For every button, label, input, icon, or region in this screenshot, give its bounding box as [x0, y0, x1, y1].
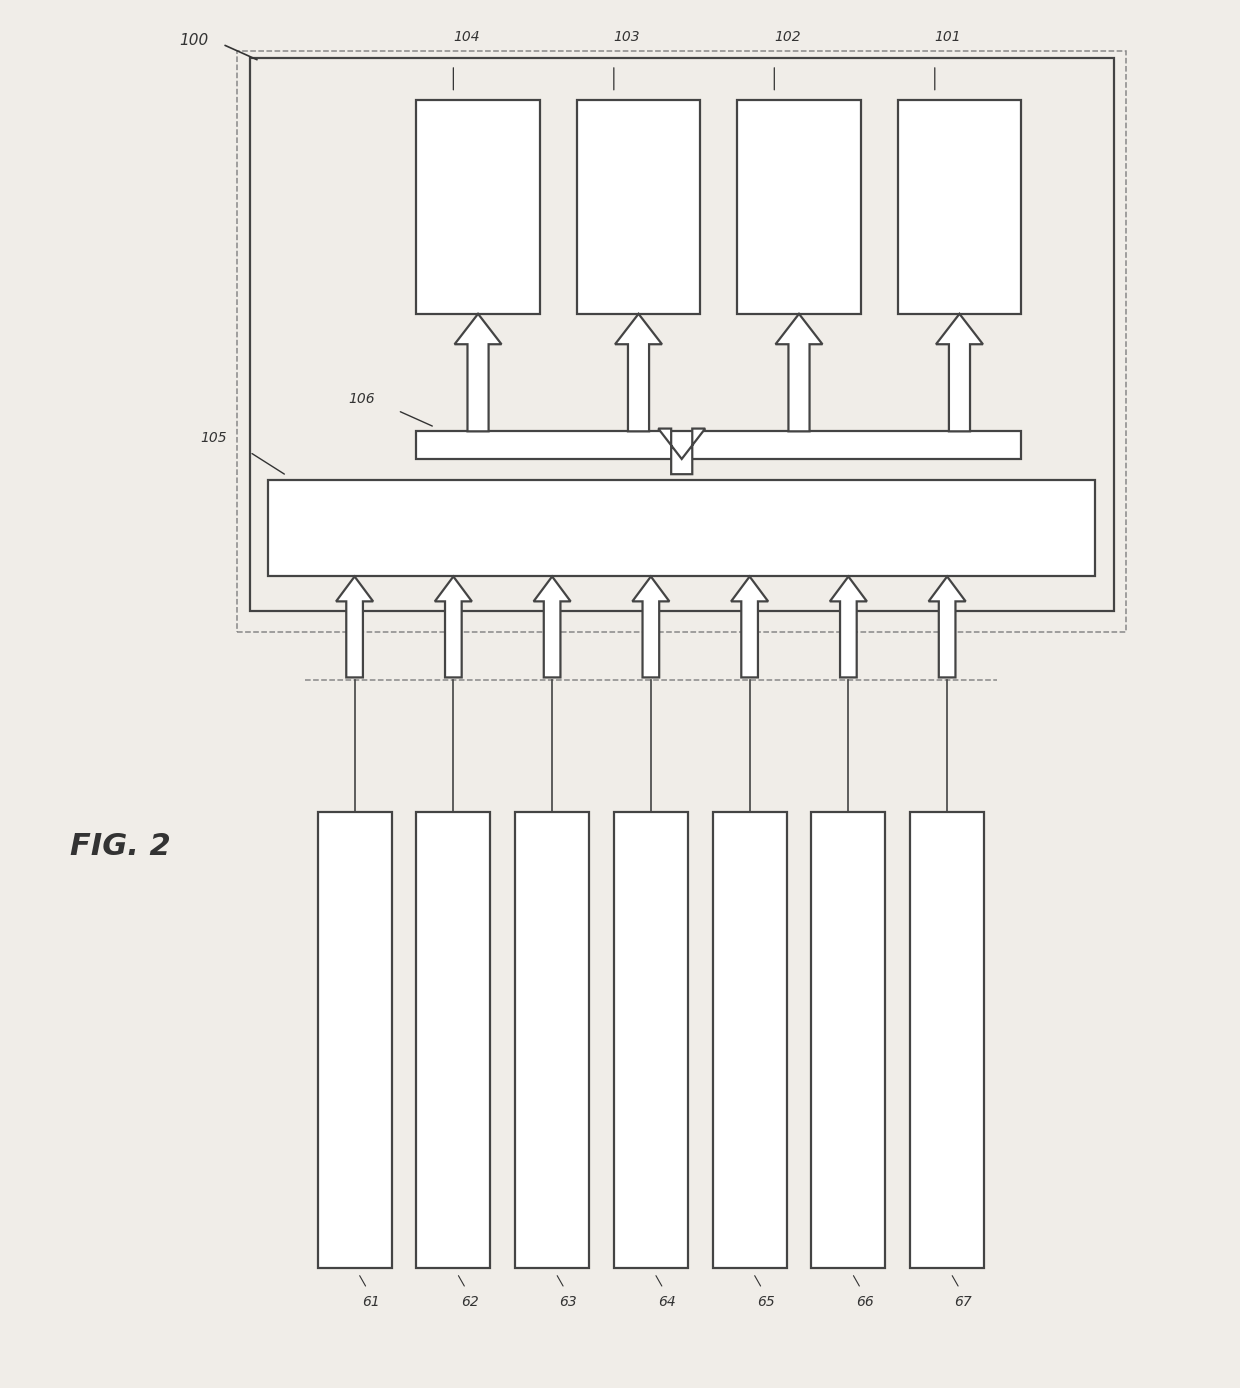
Text: AIR-FUEL RATIO SENSOR: AIR-FUEL RATIO SENSOR [743, 965, 756, 1115]
Text: 102: 102 [774, 31, 801, 44]
Text: INTERFACE: INTERFACE [636, 519, 727, 537]
Polygon shape [658, 429, 706, 475]
Polygon shape [435, 576, 472, 677]
Text: AIRFLOW METER: AIRFLOW METER [546, 994, 558, 1085]
Polygon shape [615, 314, 662, 432]
Text: 66: 66 [856, 1295, 873, 1309]
FancyBboxPatch shape [417, 812, 490, 1267]
Text: 61: 61 [362, 1295, 379, 1309]
Text: ACCELERATOR PEDAL
OPERATION AMOUNT SENSOR: ACCELERATOR PEDAL OPERATION AMOUNT SENSO… [835, 958, 862, 1122]
Polygon shape [632, 576, 670, 677]
Text: ROM: ROM [786, 200, 811, 214]
Text: ATMOSPHERIC
PRESSURE SENSOR: ATMOSPHERIC PRESSURE SENSOR [934, 985, 961, 1092]
FancyBboxPatch shape [614, 812, 688, 1267]
Text: 67: 67 [955, 1295, 972, 1309]
FancyBboxPatch shape [738, 100, 861, 314]
Polygon shape [732, 576, 768, 677]
Polygon shape [830, 576, 867, 677]
Polygon shape [929, 576, 966, 677]
Text: 106: 106 [348, 393, 374, 407]
FancyBboxPatch shape [417, 432, 1022, 459]
Text: COOLANT
TEMPERATURE SENSOR: COOLANT TEMPERATURE SENSOR [439, 976, 467, 1103]
Text: 101: 101 [935, 31, 961, 44]
Text: RAM: RAM [626, 200, 651, 214]
Polygon shape [936, 314, 983, 432]
FancyBboxPatch shape [417, 100, 539, 314]
Text: 100: 100 [180, 33, 208, 49]
Polygon shape [533, 576, 570, 677]
Text: 63: 63 [559, 1295, 578, 1309]
FancyBboxPatch shape [317, 812, 392, 1267]
FancyBboxPatch shape [811, 812, 885, 1267]
Text: 65: 65 [758, 1295, 775, 1309]
Text: 62: 62 [461, 1295, 479, 1309]
Text: 104: 104 [454, 31, 480, 44]
Text: CRANK ANGLE SENSOR: CRANK ANGLE SENSOR [348, 976, 361, 1103]
FancyBboxPatch shape [515, 812, 589, 1267]
Text: 105: 105 [201, 432, 227, 446]
Polygon shape [455, 314, 501, 432]
Polygon shape [336, 576, 373, 677]
Text: 103: 103 [614, 31, 640, 44]
Text: BACKUP
RAM: BACKUP RAM [453, 192, 503, 222]
FancyBboxPatch shape [713, 812, 786, 1267]
FancyBboxPatch shape [577, 100, 701, 314]
Text: 64: 64 [658, 1295, 676, 1309]
FancyBboxPatch shape [910, 812, 985, 1267]
Text: CPU: CPU [947, 200, 972, 214]
Text: INTAKE AIR
TEMPERATURE SENSOR: INTAKE AIR TEMPERATURE SENSOR [637, 976, 665, 1103]
Polygon shape [775, 314, 822, 432]
FancyBboxPatch shape [898, 100, 1022, 314]
FancyBboxPatch shape [268, 480, 1095, 576]
Text: FIG. 2: FIG. 2 [69, 831, 170, 861]
